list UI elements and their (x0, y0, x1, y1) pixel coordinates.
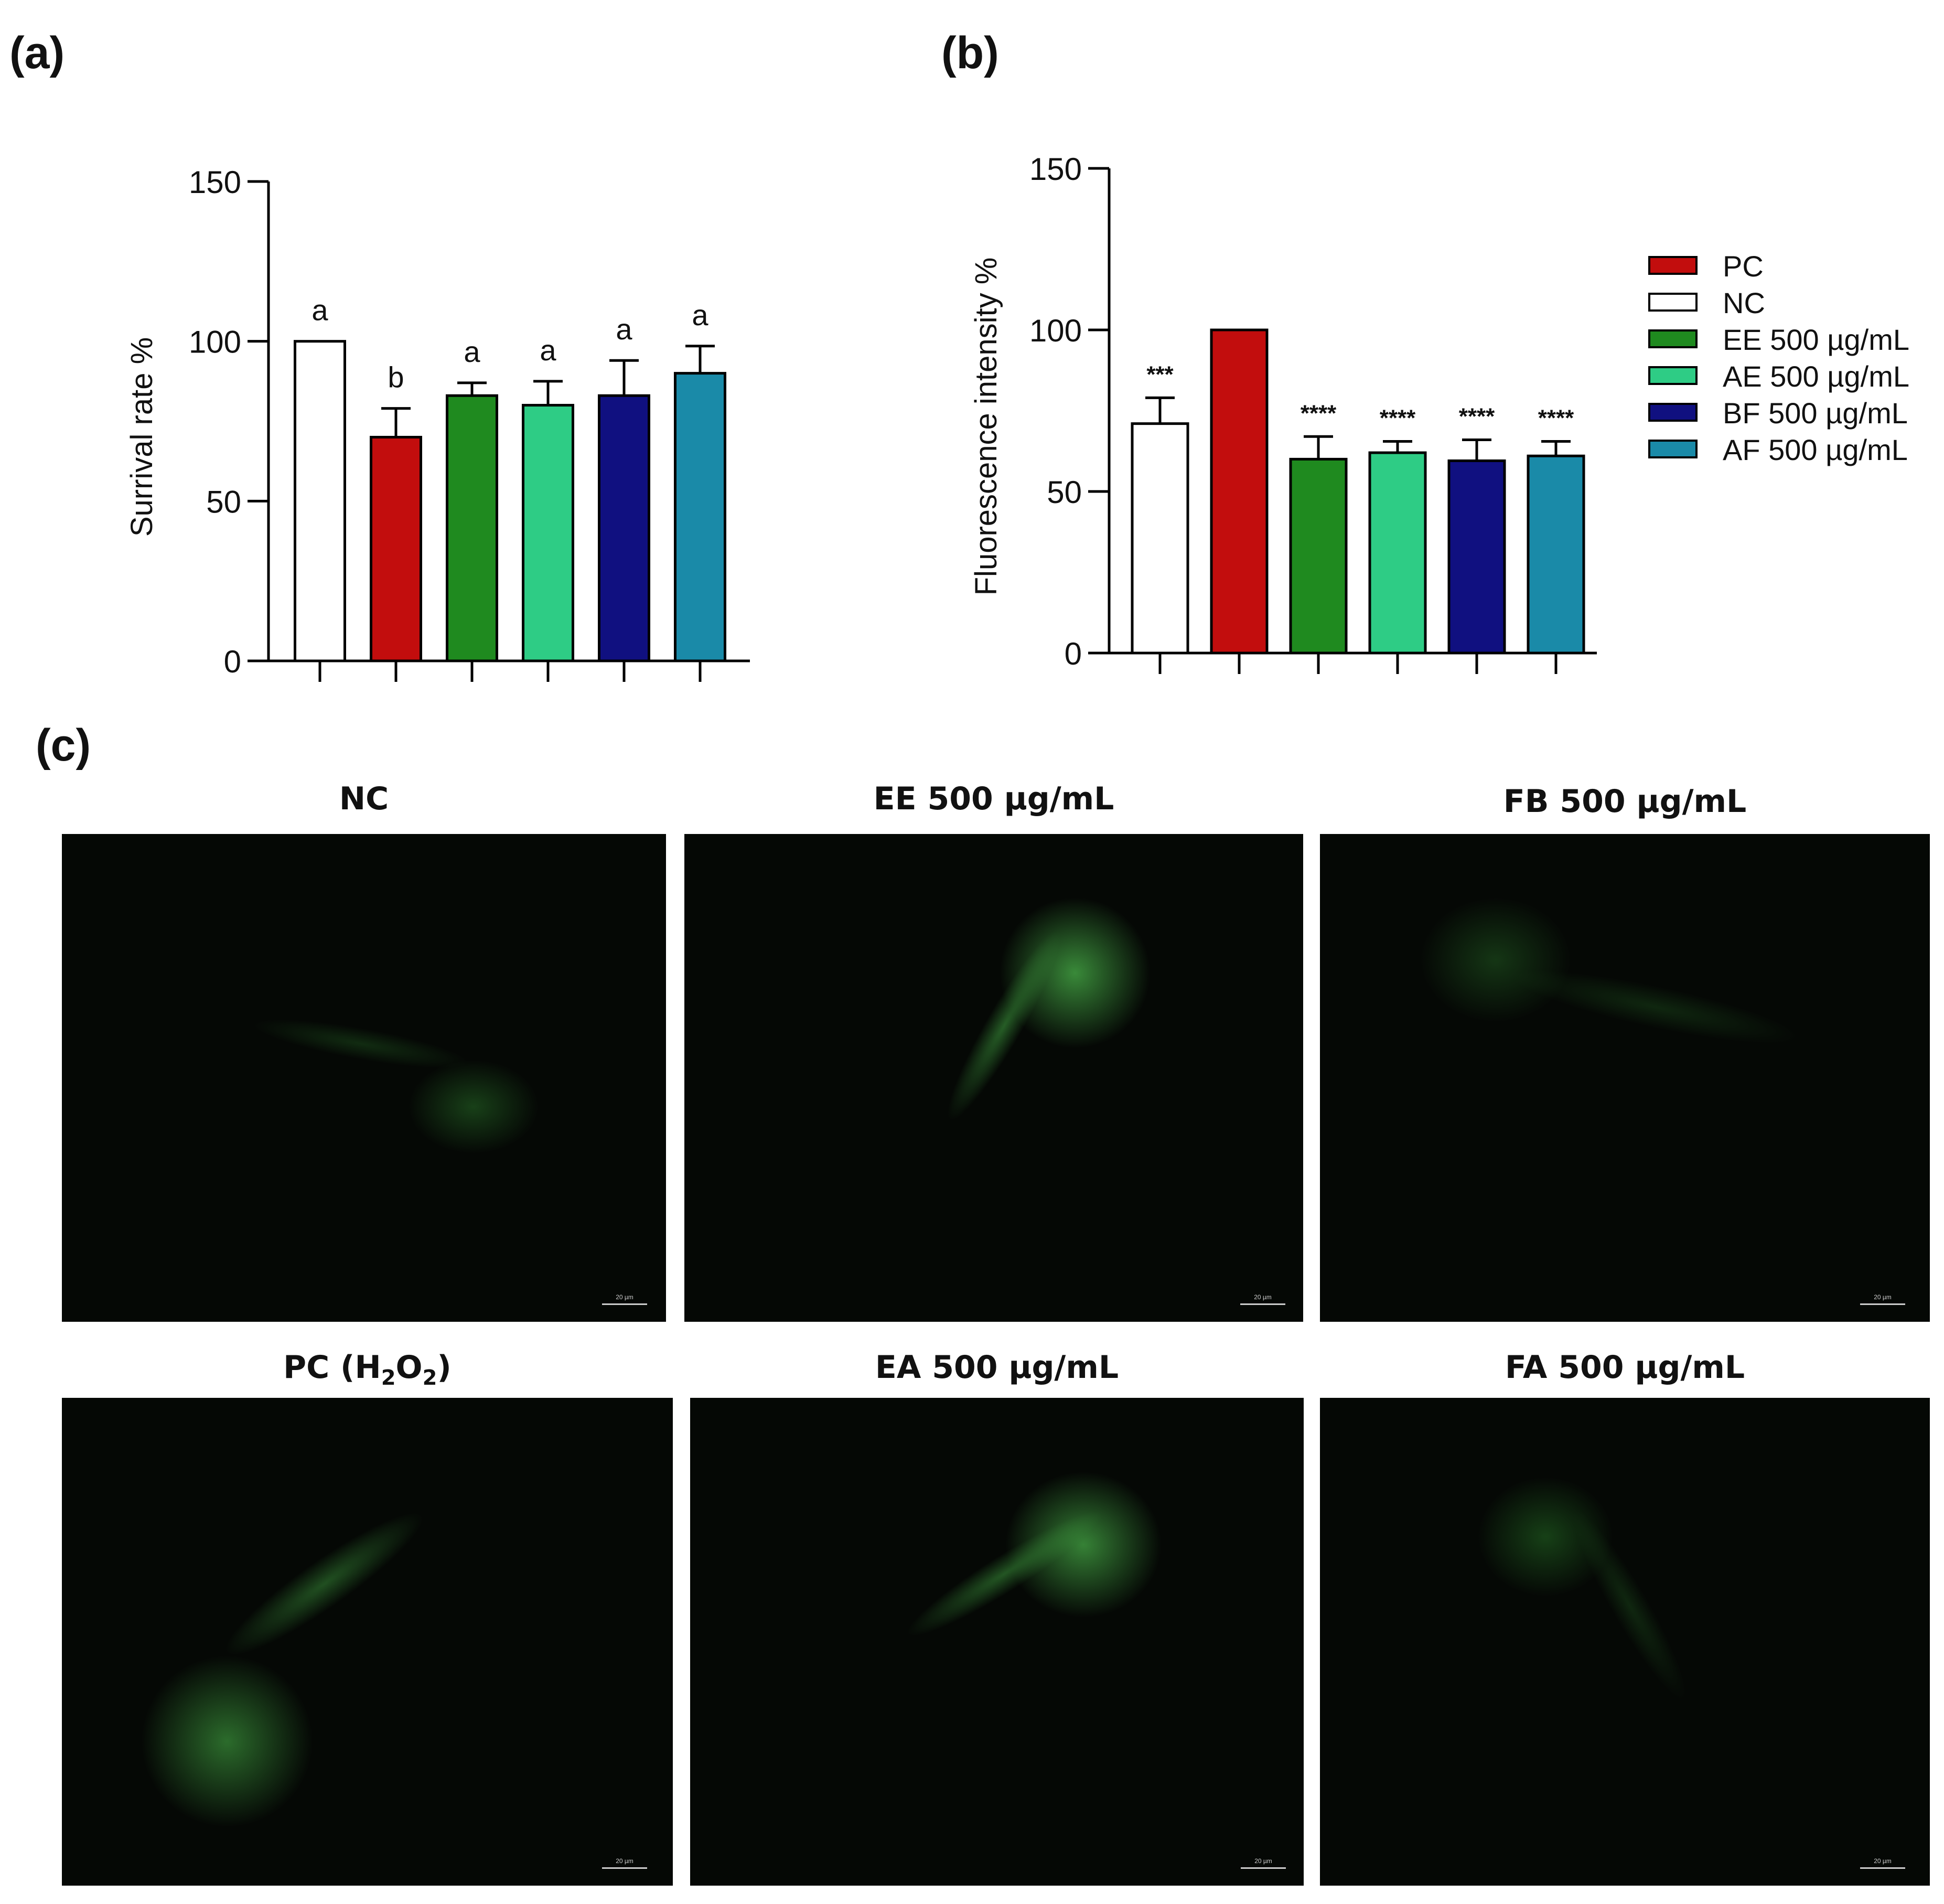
micrograph-fb: 20 µm (1320, 834, 1930, 1322)
micrograph-title-pc-mid: O (395, 1349, 423, 1386)
significance-label: a (464, 335, 480, 368)
legend-label-pc: PC (1723, 250, 1764, 283)
larva-tail (1507, 956, 1804, 1058)
micrograph-title-pc-sub2: 2 (422, 1366, 437, 1390)
significance-label: *** (1146, 361, 1174, 387)
bar-bf (1447, 459, 1506, 655)
panel-label-a: (a) (9, 28, 65, 78)
y-tick-label: 150 (189, 165, 241, 200)
micrograph-title-ea: EA 500 µg/mL (875, 1349, 1119, 1386)
bar-ae (522, 404, 574, 662)
legend-label-ae: AE 500 µg/mL (1723, 360, 1909, 393)
larva-body (141, 1655, 314, 1828)
larva-tail (249, 1009, 472, 1079)
legend-swatch-ae (1648, 366, 1698, 385)
legend-swatch-af (1648, 440, 1698, 458)
survival-rate-chart: 0 50 100 150 Surrival rate % a b a a a a (125, 165, 750, 682)
significance-label: a (616, 313, 632, 346)
scale-bar: 20 µm (602, 1857, 647, 1874)
larva-body (1420, 897, 1572, 1023)
micrograph-ea: 20 µm (690, 1398, 1304, 1886)
legend-label-nc: NC (1723, 286, 1765, 319)
significance-label: b (388, 361, 404, 394)
panel-label-b: (b) (941, 28, 999, 78)
scale-bar: 20 µm (1860, 1293, 1905, 1310)
micrograph-title-fb: FB 500 µg/mL (1503, 783, 1747, 820)
y-tick-label: 50 (206, 484, 241, 519)
bar-pc (370, 435, 422, 662)
larva-tail (211, 1495, 437, 1673)
larva-tail (1558, 1500, 1701, 1710)
bar-nc (1131, 422, 1189, 655)
micrograph-title-nc: NC (339, 780, 389, 817)
scale-bar: 20 µm (602, 1293, 647, 1310)
scale-bar: 20 µm (1240, 1293, 1285, 1310)
y-axis-label: Fluorescence intensity % (969, 258, 1003, 596)
significance-label: a (692, 298, 708, 331)
legend-swatch-ee (1648, 329, 1698, 348)
bar-ee (1289, 457, 1348, 655)
y-tick-label: 0 (1065, 636, 1082, 671)
y-tick-label: 50 (1047, 475, 1082, 510)
significance-label: a (312, 294, 328, 327)
y-tick-label: 100 (1029, 313, 1082, 348)
legend-swatch-pc (1648, 256, 1698, 275)
scale-bar: 20 µm (1860, 1857, 1905, 1874)
micrograph-title-pc-main: PC (H (283, 1349, 381, 1386)
micrograph-title-pc-sub1: 2 (381, 1366, 396, 1390)
micrograph-title-pc-end: ) (437, 1349, 452, 1386)
micrograph-title-ee: EE 500 µg/mL (873, 780, 1114, 817)
y-tick-label: 0 (224, 644, 241, 679)
y-tick-label: 150 (1029, 152, 1082, 187)
legend-swatch-bf (1648, 403, 1698, 422)
significance-label: **** (1301, 400, 1337, 426)
larva-body (408, 1060, 539, 1154)
scale-bar: 20 µm (1241, 1857, 1286, 1874)
significance-label: **** (1380, 405, 1416, 431)
y-axis-label: Surrival rate % (125, 337, 159, 537)
legend-label-bf: BF 500 µg/mL (1723, 397, 1908, 430)
micrograph-title-fa: FA 500 µg/mL (1505, 1349, 1745, 1386)
bar-af (674, 372, 726, 662)
bar-ee (446, 394, 498, 662)
significance-label: a (540, 334, 556, 367)
bar-af (1527, 454, 1585, 655)
larva-body (1477, 1477, 1614, 1597)
significance-label: **** (1538, 405, 1574, 431)
micrograph-fa: 20 µm (1320, 1398, 1930, 1886)
significance-label: **** (1459, 403, 1495, 429)
micrograph-nc: 20 µm (62, 834, 666, 1322)
bar-pc (1210, 328, 1269, 655)
micrograph-pc: 20 µm (62, 1398, 673, 1886)
panel-label-c: (c) (36, 720, 91, 771)
micrograph-ee: 20 µm (684, 834, 1303, 1322)
legend-label-af: AF 500 µg/mL (1723, 433, 1908, 466)
bar-bf (598, 394, 650, 662)
legend-swatch-nc (1648, 293, 1698, 312)
micrograph-title-pc: PC (H2O2) (62, 1349, 673, 1390)
y-tick-label: 100 (189, 325, 241, 360)
bar-ae (1368, 451, 1427, 655)
bar-nc (294, 340, 346, 662)
legend-label-ee: EE 500 µg/mL (1723, 323, 1909, 356)
